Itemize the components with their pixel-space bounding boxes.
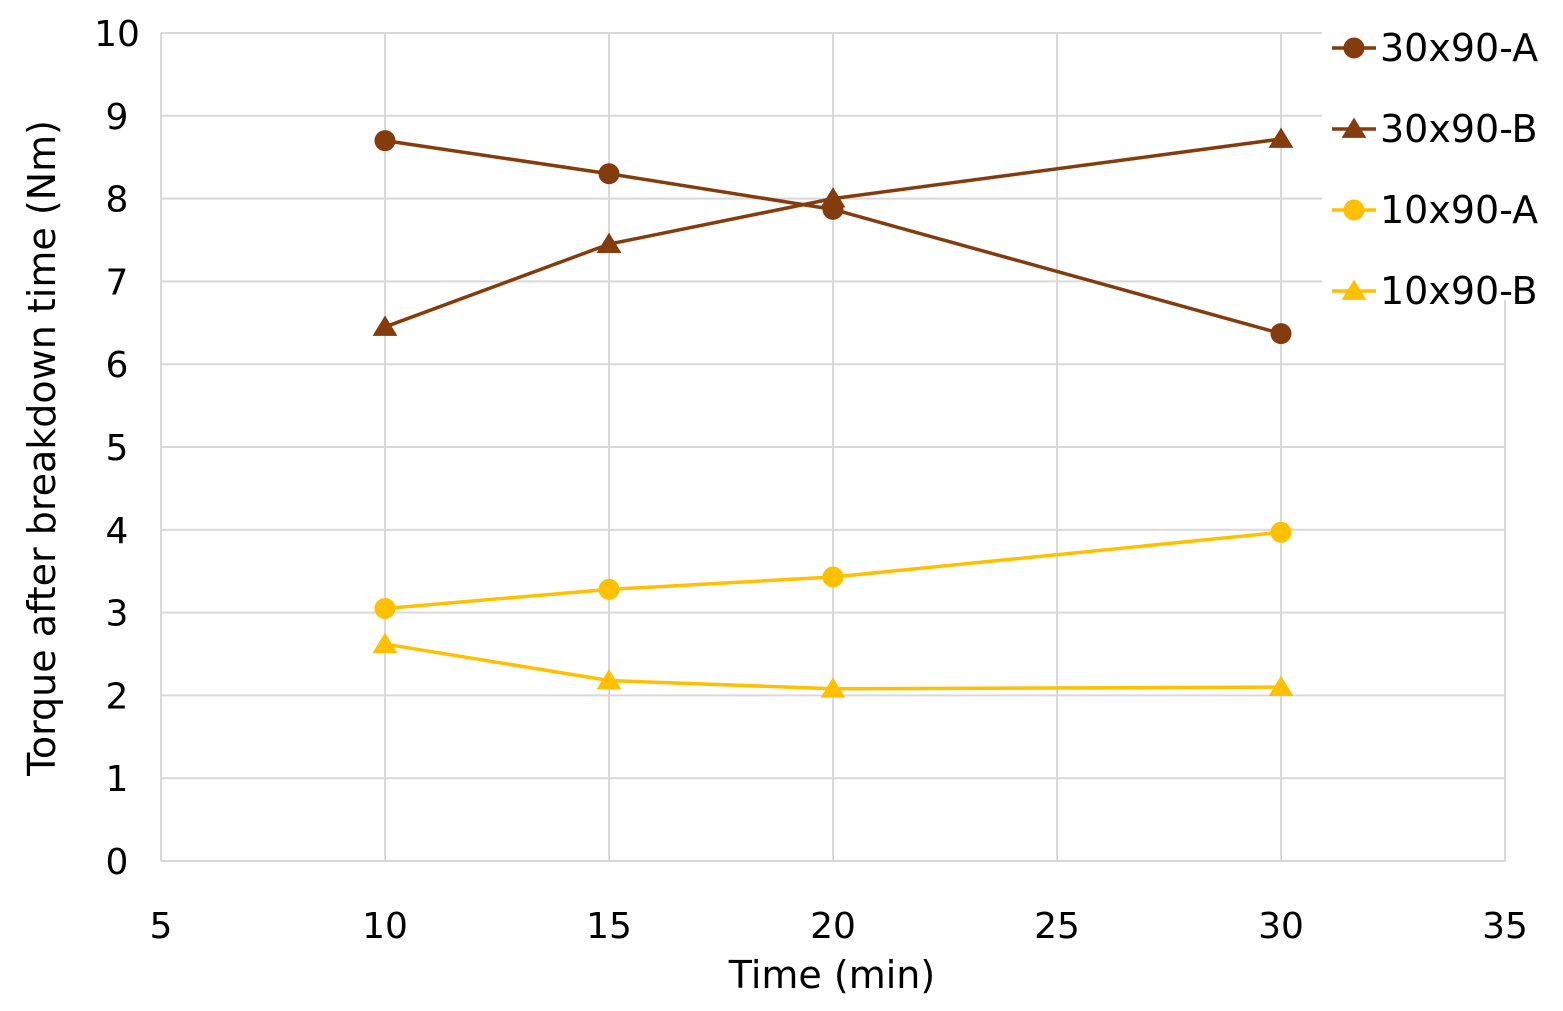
series-30x90-A bbox=[374, 130, 1292, 345]
y-tick-label: 4 bbox=[106, 511, 129, 552]
data-point-30x90-A bbox=[1270, 323, 1292, 345]
y-axis-title: Torque after breakdown time (Nm) bbox=[20, 120, 64, 777]
series-10x90-A bbox=[374, 521, 1292, 619]
legend-item-10x90-A: 10x90-A bbox=[1332, 188, 1538, 232]
x-tick-label: 20 bbox=[810, 906, 856, 947]
series-layer bbox=[372, 127, 1294, 698]
y-tick-label: 1 bbox=[106, 759, 129, 800]
y-tick-label: 2 bbox=[106, 676, 129, 717]
x-tick-label: 5 bbox=[150, 906, 173, 947]
legend-item-30x90-B: 30x90-B bbox=[1332, 107, 1538, 151]
data-point-30x90-A bbox=[598, 163, 620, 185]
legend-item-10x90-B: 10x90-B bbox=[1332, 269, 1538, 313]
legend-marker bbox=[1341, 279, 1367, 300]
data-point-10x90-B bbox=[596, 669, 622, 690]
y-tick-label: 6 bbox=[106, 345, 129, 386]
y-tick-label: 7 bbox=[106, 262, 129, 303]
data-point-10x90-B bbox=[372, 632, 398, 653]
data-point-10x90-B bbox=[820, 677, 846, 698]
series-line-10x90-B bbox=[384, 642, 1282, 691]
x-tick-label: 25 bbox=[1034, 906, 1080, 947]
series-line-30x90-A bbox=[384, 138, 1282, 336]
data-point-30x90-B bbox=[596, 232, 622, 254]
series-line-10x90-A bbox=[384, 530, 1282, 611]
x-tick-label: 35 bbox=[1482, 906, 1528, 947]
legend-label: 10x90-B bbox=[1380, 269, 1538, 313]
y-tick-label: 10 bbox=[94, 14, 140, 55]
series-line-30x90-B bbox=[384, 137, 1282, 329]
data-point-30x90-B bbox=[372, 315, 398, 336]
data-point-10x90-B bbox=[1268, 675, 1294, 697]
legend-label: 30x90-B bbox=[1380, 107, 1538, 151]
y-tick-label: 8 bbox=[106, 180, 129, 221]
x-tick-label: 30 bbox=[1258, 906, 1304, 947]
legend: 30x90-A 30x90-B 10x90-A 10x90-B bbox=[1322, 18, 1563, 313]
data-point-30x90-B bbox=[1268, 127, 1294, 148]
axis-layer: 0 1 2 3 4 5 6 7 8 9 10 5 10 15 20 25 30 35 bbox=[94, 14, 1528, 947]
legend-label: 10x90-A bbox=[1380, 188, 1538, 232]
data-point-30x90-A bbox=[374, 130, 396, 152]
y-tick-label: 0 bbox=[106, 842, 129, 883]
x-tick-label: 10 bbox=[362, 906, 408, 947]
data-point-10x90-A bbox=[822, 566, 844, 588]
data-point-10x90-A bbox=[1270, 521, 1292, 543]
legend-item-30x90-A: 30x90-A bbox=[1332, 26, 1538, 70]
x-tick-label: 15 bbox=[586, 906, 632, 947]
y-tick-label: 9 bbox=[106, 97, 129, 138]
legend-marker bbox=[1343, 37, 1365, 59]
y-tick-label: 3 bbox=[106, 594, 129, 635]
data-point-10x90-A bbox=[598, 578, 620, 600]
legend-label: 30x90-A bbox=[1380, 26, 1538, 70]
data-point-30x90-B bbox=[820, 187, 846, 208]
y-tick-label: 5 bbox=[106, 428, 129, 469]
legend-background bbox=[1322, 18, 1563, 300]
data-point-10x90-A bbox=[374, 597, 396, 619]
grid-layer bbox=[161, 32, 1506, 861]
legend-marker bbox=[1341, 117, 1367, 138]
series-30x90-B bbox=[372, 127, 1294, 336]
series-10x90-B bbox=[372, 632, 1294, 698]
legend-marker bbox=[1343, 199, 1365, 221]
x-axis-title: Time (min) bbox=[728, 953, 935, 997]
